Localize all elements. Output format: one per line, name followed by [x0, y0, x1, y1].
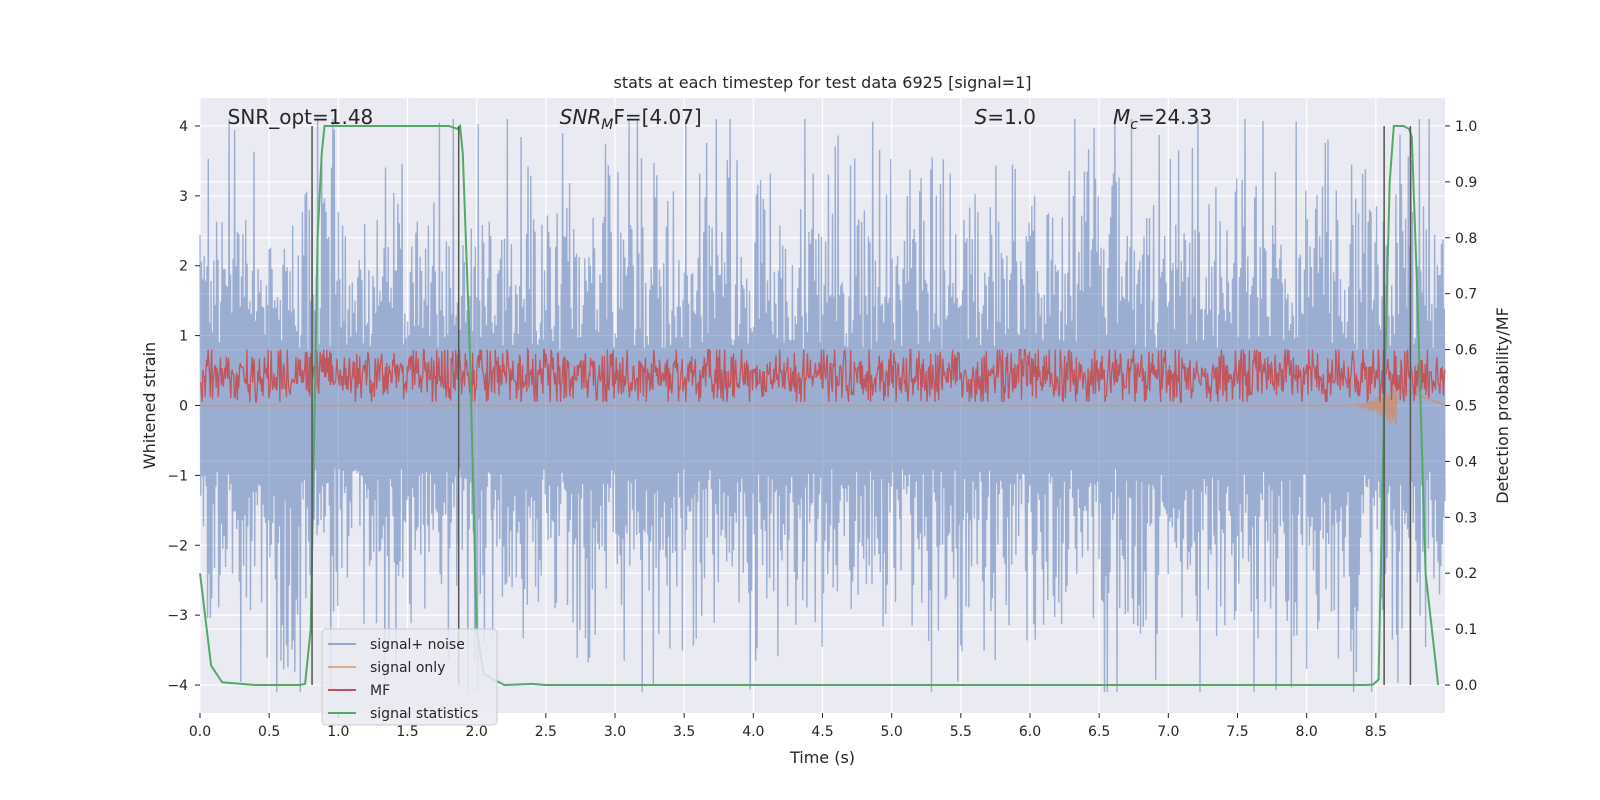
y2-tick-label: 0.9 [1455, 175, 1477, 191]
x-tick-label: 5.5 [950, 724, 972, 740]
y2-axis-label: Detection probability/MF [1493, 307, 1512, 504]
x-tick-label: 0.5 [258, 724, 280, 740]
y2-tick-label: 0.7 [1455, 287, 1477, 303]
series-signal-only [200, 383, 1446, 426]
legend: signal+ noise signal only MF signal statist… [321, 628, 498, 726]
y-tick-label: −4 [167, 678, 188, 694]
x-tick-label: 7.0 [1157, 724, 1179, 740]
y2-tick-label: 0.2 [1455, 566, 1477, 582]
chart-title: stats at each timestep for test data 692… [613, 73, 1031, 92]
y2-tick-label: 0.1 [1455, 622, 1477, 638]
x-tick-label: 5.0 [881, 724, 903, 740]
annotation-main: S [975, 105, 988, 129]
x-tick-label: 8.5 [1365, 724, 1387, 740]
vertical-markers [311, 125, 1412, 686]
x-tick-label: 6.0 [1019, 724, 1041, 740]
y-tick-label: 0 [179, 399, 188, 415]
y-tick-label: −2 [167, 538, 188, 554]
y-tick-label: −3 [167, 608, 188, 624]
y2-tick-label: 1.0 [1455, 119, 1477, 135]
annotation-main: SNR_opt=1.48 [228, 105, 374, 129]
annotation-suffix: =1.0 [987, 105, 1036, 129]
y2-tick-label: 0.8 [1455, 231, 1477, 247]
x-tick-label: 7.5 [1226, 724, 1248, 740]
y2-tick-label: 0.5 [1455, 399, 1477, 415]
x-axis-label: Time (s) [789, 748, 855, 767]
annotation-text: SNRMF=[4.07] [560, 105, 702, 133]
x-ticks: 0.0 0.5 1.0 1.5 2.0 2.5 3.0 3.5 4.0 4.5 5.0 5.5 6.0 6… [189, 713, 1387, 740]
x-tick-label: 6.5 [1088, 724, 1110, 740]
annotation-main: SNR [560, 105, 602, 129]
x-tick-label: 4.0 [742, 724, 764, 740]
legend-label: signal only [370, 660, 445, 676]
x-tick-label: 2.0 [466, 724, 488, 740]
legend-label: MF [370, 683, 390, 699]
annotation-subscript: c [1130, 117, 1138, 133]
y-axis-label: Whitened strain [140, 342, 159, 469]
y2-tick-label: 0.4 [1455, 454, 1477, 470]
legend-label: signal statistics [370, 706, 478, 722]
y-tick-label: 3 [179, 189, 188, 205]
x-tick-label: 1.5 [396, 724, 418, 740]
y-tick-label: −1 [167, 468, 188, 484]
y-tick-label: 4 [179, 119, 188, 135]
annotation-text: SNR_opt=1.48 [228, 105, 374, 129]
legend-label: signal+ noise [370, 637, 465, 653]
y-tick-label: 2 [179, 259, 188, 275]
annotation-text: S=1.0 [975, 105, 1036, 129]
legend-box [321, 628, 498, 726]
annotation-suffix: F=[4.07] [613, 105, 701, 129]
x-tick-label: 3.0 [604, 724, 626, 740]
y2-ticks: 1.0 0.9 0.8 0.7 0.6 0.5 0.4 0.3 0.2 0.1 0.0 [1445, 119, 1477, 694]
annotation-suffix: =24.33 [1138, 105, 1212, 129]
annotation-main: M [1113, 105, 1130, 129]
x-tick-label: 3.5 [673, 724, 695, 740]
y2-tick-label: 0.6 [1455, 343, 1477, 359]
x-tick-label: 0.0 [189, 724, 211, 740]
x-tick-label: 1.0 [327, 724, 349, 740]
annotation-subscript: M [601, 117, 613, 133]
annotation-text: Mc=24.33 [1113, 105, 1212, 133]
x-tick-label: 8.0 [1296, 724, 1318, 740]
series-signal-noise [199, 118, 1446, 693]
annotations: SNR_opt=1.48 SNRMF=[4.07] S=1.0 Mc=24.33 [228, 105, 1212, 133]
y-tick-label: 1 [179, 329, 188, 345]
series-mf [199, 347, 1446, 403]
x-tick-label: 2.5 [535, 724, 557, 740]
x-tick-label: 4.5 [811, 724, 833, 740]
y-ticks: 4 3 2 1 0 −1 −2 −3 −4 [167, 119, 200, 694]
y2-tick-label: 0.3 [1455, 510, 1477, 526]
y2-tick-label: 0.0 [1455, 678, 1477, 694]
